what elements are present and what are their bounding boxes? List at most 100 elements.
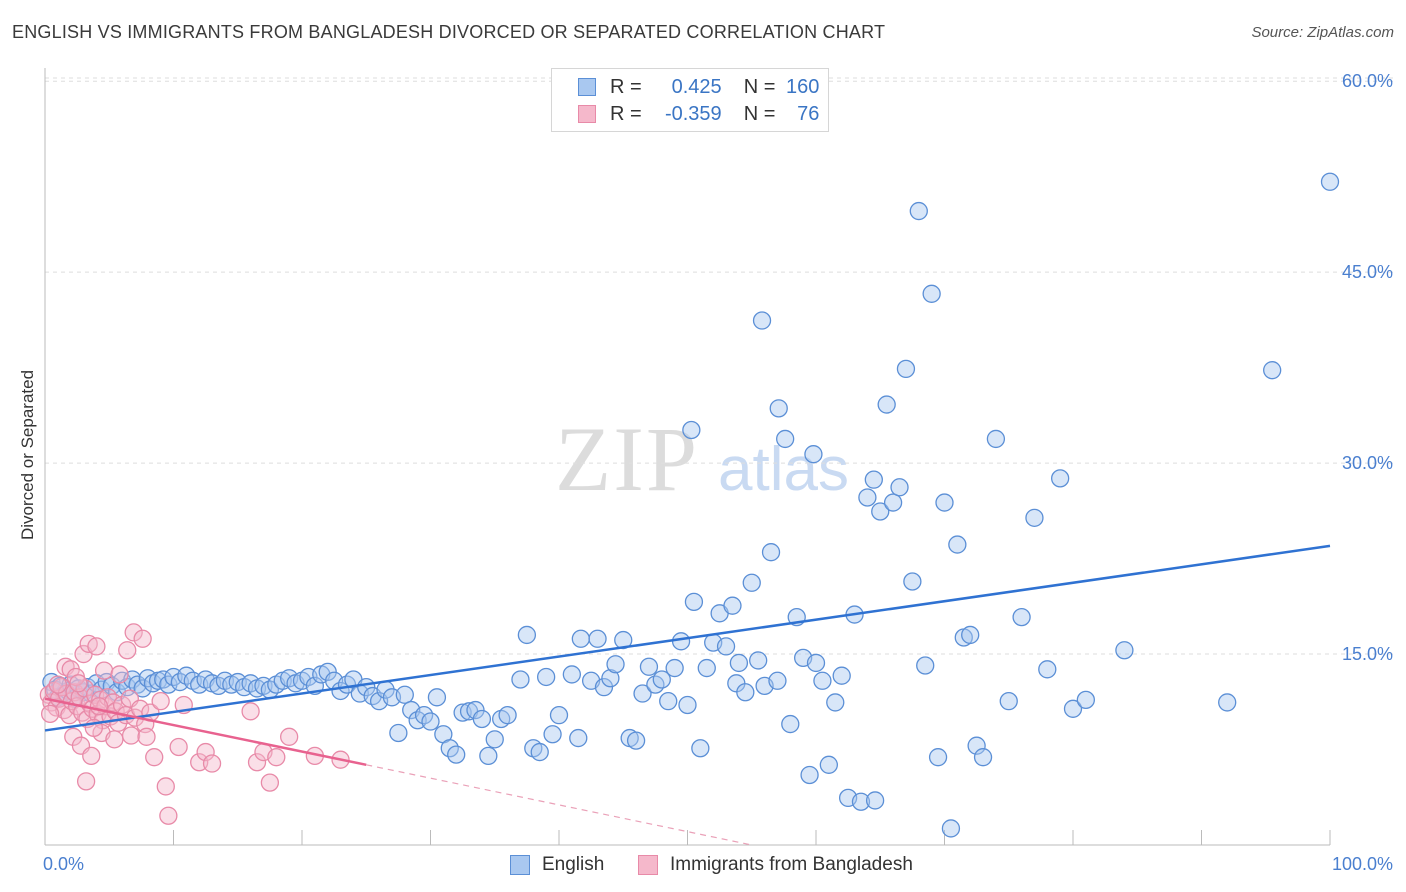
legend-row-bangladesh: R = -0.359 N = 76 [578, 101, 819, 127]
bangladesh-point [110, 665, 129, 684]
trend-lines [44, 544, 1331, 846]
english-point [916, 656, 935, 675]
y-tick-label: 30.0% [1342, 453, 1393, 473]
bangladesh-point [69, 674, 88, 693]
bottom-legend-swatch-english [510, 855, 530, 875]
english-point [684, 592, 704, 612]
english-point [691, 739, 710, 758]
bangladesh-point [133, 629, 152, 648]
legend-n-label: N = [743, 75, 776, 98]
english-point [588, 629, 607, 648]
english-point [781, 714, 800, 734]
english-points [42, 172, 1340, 838]
english-point [883, 493, 903, 512]
english-point [742, 573, 761, 592]
y-tick-label: 15.0% [1342, 644, 1393, 664]
english-point [543, 725, 562, 744]
bangladesh-point [82, 746, 101, 766]
english-point [479, 746, 498, 766]
bangladesh-point [260, 773, 280, 792]
english-point [736, 683, 755, 702]
bangladesh-point [87, 637, 106, 656]
english-point [697, 658, 716, 678]
watermark: ZIP atlas [555, 408, 849, 510]
bottom-legend-english[interactable]: English [510, 852, 604, 878]
english-point [961, 625, 980, 645]
english-point [851, 792, 871, 811]
english-point [826, 693, 845, 712]
english-point [890, 478, 909, 497]
legend-n-value-bangladesh: 76 [797, 102, 820, 125]
english-point [999, 692, 1018, 711]
y-tick-label: 60.0% [1342, 71, 1393, 91]
bangladesh-point [247, 753, 267, 772]
english-point [601, 669, 620, 688]
bangladesh-point [196, 742, 215, 762]
english-point [749, 651, 768, 670]
bangladesh-point [48, 675, 67, 694]
bangladesh-point [76, 772, 96, 791]
english-point [606, 655, 625, 674]
english-point [659, 692, 678, 711]
english-point [865, 791, 885, 810]
english-point [928, 748, 948, 767]
english-point [1320, 172, 1340, 191]
x-tick-labels: 0.0% 100.0% [43, 854, 1393, 874]
english-point [517, 625, 537, 645]
english-point [1076, 690, 1095, 710]
bangladesh-point [121, 726, 141, 745]
english-point [1038, 660, 1057, 679]
english-point [716, 637, 736, 656]
english-point [800, 765, 819, 785]
bangladesh-point [159, 806, 178, 825]
bangladesh-point [279, 727, 299, 746]
legend-swatch-english [578, 78, 596, 96]
legend-r-value-english: 0.425 [671, 75, 722, 98]
bangladesh-point [40, 704, 60, 724]
english-point [1063, 699, 1083, 718]
english-point [729, 653, 749, 673]
english-point [530, 742, 549, 762]
bangladesh-point [137, 727, 156, 746]
english-point [639, 657, 659, 676]
axes [44, 68, 1331, 846]
legend-r-label: R = [610, 102, 642, 125]
source-credit: Source: ZipAtlas.com [1251, 24, 1394, 41]
legend-r-label: R = [610, 75, 642, 98]
bangladesh-point [169, 737, 188, 757]
english-point [1012, 607, 1031, 627]
english-point [427, 688, 447, 707]
english-point [973, 748, 993, 767]
english-point [864, 470, 883, 489]
grid-lines [45, 77, 1395, 655]
watermark-zip: ZIP [555, 408, 699, 510]
bottom-legend-label-english: English [542, 854, 605, 875]
bangladesh-trend-line [44, 697, 367, 767]
english-point [1051, 469, 1070, 488]
english-point [877, 395, 896, 414]
english-point [485, 730, 504, 749]
english-point [633, 684, 652, 703]
english-point [776, 429, 795, 449]
stats-legend: R = 0.425 N = 160 R = -0.359 N = 76 [551, 68, 829, 132]
english-point [1218, 693, 1237, 712]
bangladesh-point [94, 661, 114, 680]
legend-row-english: R = 0.425 N = 160 [578, 74, 819, 100]
english-point [769, 399, 788, 418]
english-point [967, 736, 986, 755]
bangladesh-point [118, 641, 137, 660]
english-point [1263, 361, 1282, 380]
x-tick-label: 100.0% [1332, 854, 1393, 874]
english-point [549, 706, 569, 725]
english-point [1115, 641, 1134, 660]
english-point [1025, 508, 1044, 527]
bottom-legend-bangladesh[interactable]: Immigrants from Bangladesh [638, 852, 913, 878]
legend-n-value-english: 160 [786, 75, 820, 98]
english-point [935, 493, 954, 512]
english-point [819, 755, 838, 774]
english-point [665, 658, 684, 678]
english-point [472, 709, 492, 729]
legend-n-label: N = [743, 102, 776, 125]
legend-swatch-bangladesh [578, 105, 596, 123]
